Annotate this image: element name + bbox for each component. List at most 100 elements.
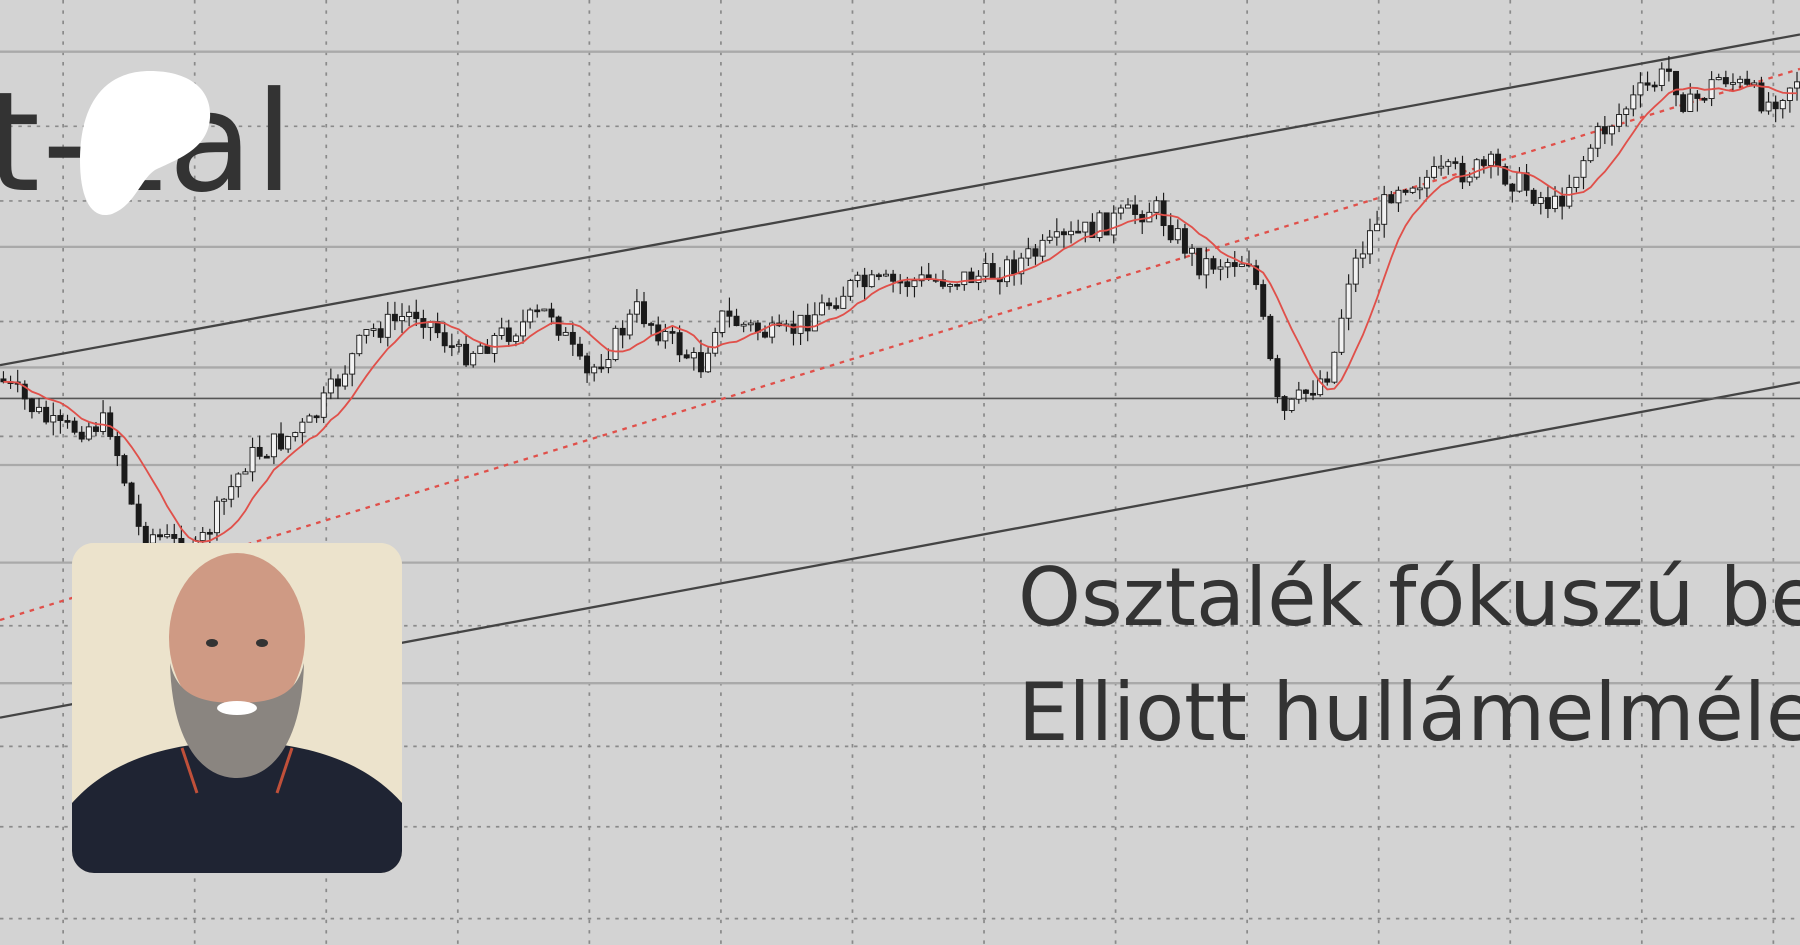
candle-body <box>818 302 825 316</box>
candle-body <box>1217 266 1224 270</box>
candle-body <box>1665 68 1672 72</box>
candle-body <box>854 274 861 282</box>
candle-body <box>605 359 612 369</box>
candle-body <box>206 531 213 535</box>
candle-body <box>21 383 28 400</box>
candle-body <box>406 311 413 317</box>
candle-body <box>555 316 562 336</box>
candle-body <box>1395 189 1402 204</box>
candle-body <box>548 308 555 318</box>
candle-body <box>527 309 534 323</box>
candle-body <box>740 323 747 327</box>
candle-body <box>1352 257 1359 285</box>
candle-body <box>1651 84 1658 88</box>
candle-body <box>1445 161 1452 167</box>
candle-body <box>92 426 99 432</box>
candle-body <box>1608 125 1615 135</box>
candle-body <box>1473 159 1480 178</box>
headline-line-2: Elliott hullámelméle <box>1018 666 1800 759</box>
candle-body <box>1189 247 1196 254</box>
candle-body <box>1487 153 1494 166</box>
candle-body <box>491 335 498 354</box>
candle-body <box>199 531 206 542</box>
candle-body <box>164 534 171 538</box>
candle-body <box>384 313 391 338</box>
candle-body <box>911 280 918 288</box>
candle-body <box>399 316 406 322</box>
candle-body <box>441 332 448 347</box>
candle-body <box>982 263 989 277</box>
candle-body <box>391 313 398 322</box>
candle-body <box>811 314 818 332</box>
candle-body <box>1587 147 1594 162</box>
candle-body <box>498 327 505 336</box>
candle-body <box>157 534 164 538</box>
candle-body <box>562 331 569 336</box>
headline: Osztalék fókuszú be Elliott hullámelméle <box>1018 540 1800 770</box>
candle-body <box>1075 230 1082 234</box>
candles <box>0 56 1800 572</box>
candle-body <box>633 301 640 315</box>
candle-body <box>363 329 370 336</box>
candle-body <box>1032 248 1039 257</box>
candle-body <box>1765 101 1772 112</box>
candle-body <box>85 426 92 440</box>
candle-body <box>1068 230 1075 236</box>
candle-body <box>904 281 911 288</box>
candle-body <box>584 355 591 374</box>
candle-body <box>334 378 341 387</box>
candle-body <box>100 412 107 432</box>
candle-body <box>1053 231 1060 238</box>
candle-body <box>1722 77 1729 85</box>
candle-body <box>790 323 797 334</box>
candle-body <box>1103 212 1110 236</box>
candle-body <box>78 431 85 440</box>
candle-body <box>0 378 7 383</box>
candle-body <box>149 534 156 544</box>
candle-body <box>1637 82 1644 96</box>
candle-body <box>1310 392 1317 396</box>
candle-body <box>1082 221 1089 233</box>
candle-body <box>349 353 356 375</box>
candle-body <box>1423 176 1430 189</box>
candle-body <box>569 331 576 345</box>
candle-body <box>1495 153 1502 167</box>
candle-body <box>683 354 690 359</box>
candle-body <box>1288 398 1295 411</box>
candle-body <box>256 446 263 457</box>
candle-body <box>171 534 178 539</box>
candle-body <box>1011 259 1018 275</box>
candle-body <box>470 352 477 366</box>
candle-body <box>1345 283 1352 319</box>
candle-body <box>128 482 135 505</box>
candle-body <box>1402 189 1409 193</box>
candle-body <box>840 295 847 309</box>
candle-body <box>598 366 605 370</box>
candle-body <box>1203 258 1210 276</box>
candle-body <box>448 345 455 348</box>
candle-body <box>463 343 470 366</box>
candle-body <box>1110 212 1117 236</box>
candle-body <box>662 331 669 342</box>
candle-body <box>1167 225 1174 241</box>
candle-body <box>1096 212 1103 239</box>
candle-body <box>512 335 519 342</box>
candle-body <box>1117 207 1124 214</box>
candle-body <box>847 280 854 297</box>
candle-body <box>1132 204 1139 215</box>
candle-body <box>1737 78 1744 84</box>
candle-body <box>989 263 996 279</box>
candle-body <box>1224 262 1231 268</box>
candle-body <box>1153 200 1160 213</box>
candle-body <box>313 415 320 419</box>
candle-body <box>676 332 683 356</box>
candle-body <box>961 271 968 286</box>
candle-body <box>833 305 840 309</box>
candle-body <box>299 421 306 434</box>
candle-body <box>28 398 35 413</box>
candle-body <box>270 433 277 458</box>
candle-body <box>1623 108 1630 115</box>
candle-body <box>1160 200 1167 227</box>
candle-body <box>306 415 313 423</box>
candle-body <box>1552 195 1559 209</box>
